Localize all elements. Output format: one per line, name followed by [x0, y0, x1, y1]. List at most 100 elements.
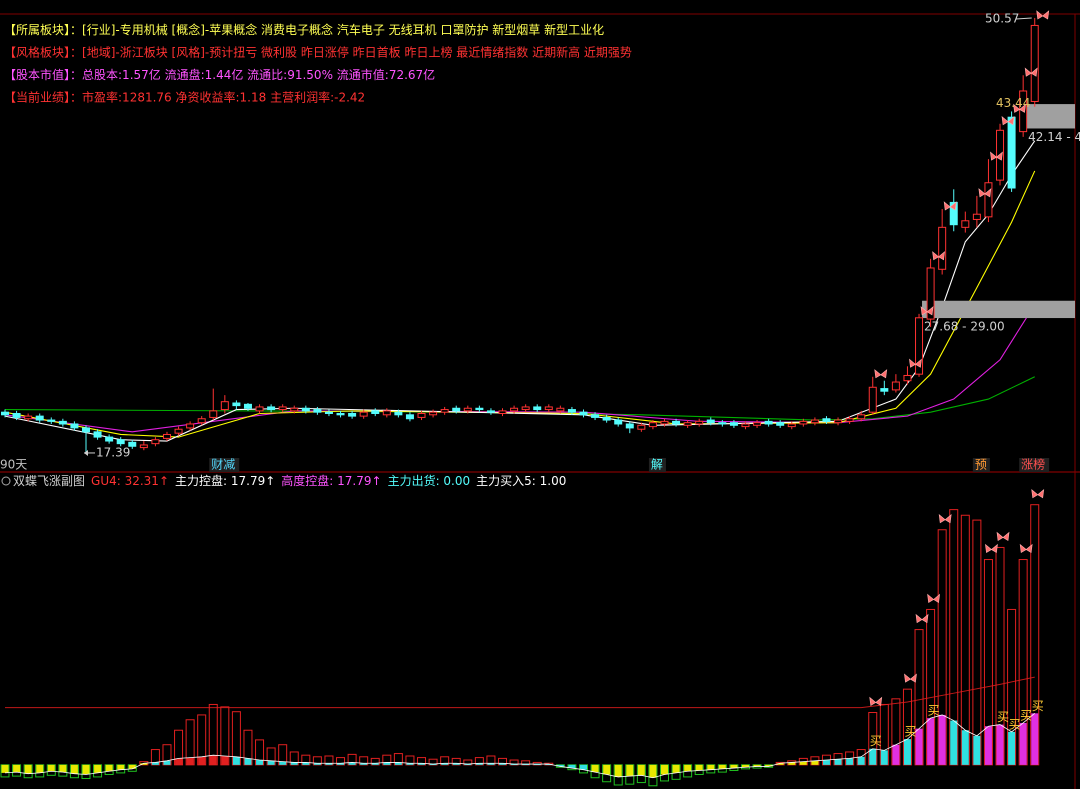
filled-bar [973, 735, 981, 765]
butterfly-wing [1019, 543, 1033, 554]
filled-bar [857, 756, 865, 765]
hollow-bar [1007, 608, 1017, 766]
candle-body [695, 420, 704, 425]
candle-body [440, 409, 449, 413]
filled-bar [24, 764, 32, 774]
filled-bar [175, 758, 183, 765]
butterfly-icon [1001, 116, 1015, 126]
candle-body [614, 419, 623, 425]
info-label: 【所属板块】： [4, 23, 82, 37]
candle-body [984, 182, 993, 218]
candle-body [637, 424, 646, 430]
candle-body [880, 388, 889, 392]
info-line: 【风格板块】：[地域]-浙江板块 [风格]-预计扭亏 微利股 昨日涨停 昨日首板… [4, 44, 632, 59]
candle-body [243, 403, 252, 409]
event-tag: 财减 [211, 458, 235, 472]
butterfly-wing [1024, 67, 1038, 77]
filled-bar [1008, 731, 1016, 765]
buy-signal: 买 [1009, 717, 1021, 731]
candle-body [186, 423, 195, 429]
butterfly-wing [1001, 116, 1015, 126]
filled-bar [499, 763, 507, 765]
filled-bar [672, 764, 680, 773]
filled-bar [822, 760, 830, 765]
filled-bar [637, 764, 645, 776]
filled-bar [753, 764, 761, 767]
buy-signal: 买 [1020, 708, 1032, 722]
filled-bar [522, 764, 530, 766]
candle-body [405, 414, 414, 420]
filled-bar [302, 762, 310, 765]
hollow-bar [775, 761, 785, 766]
filled-bar [151, 762, 159, 765]
butterfly-wing [920, 306, 934, 316]
filled-bar [348, 762, 356, 765]
butterfly-icon [904, 673, 917, 683]
high-label: 50.57 [985, 12, 1019, 26]
filled-bar [730, 764, 738, 769]
butterfly-wing [996, 531, 1010, 541]
candle-body [544, 406, 553, 411]
filled-bar [626, 764, 634, 777]
candle-body [151, 439, 160, 445]
butterfly-wing [904, 673, 917, 683]
filled-bar [880, 750, 888, 765]
buy-signal: 买 [904, 725, 916, 739]
butterfly-icon [915, 613, 929, 624]
filled-bar [684, 764, 692, 772]
butterfly-icon [1031, 488, 1045, 499]
filled-bar [475, 763, 483, 765]
candle-body [915, 317, 924, 375]
filled-bar [464, 764, 472, 766]
candle-body [776, 422, 785, 426]
candle-body [394, 411, 403, 416]
filled-bar [140, 763, 148, 765]
candle-body [278, 406, 287, 411]
candle-body [348, 412, 357, 417]
high-label: 43.44 [996, 96, 1030, 110]
butterfly-icon [978, 188, 992, 198]
butterfly-icon [874, 369, 888, 379]
butterfly-icon [990, 151, 1003, 161]
filled-bar [13, 764, 21, 773]
filled-bar [360, 763, 368, 765]
candle-body [521, 406, 530, 411]
filled-bar [996, 724, 1004, 765]
filled-bar [765, 764, 773, 767]
filled-bar [163, 760, 171, 765]
hollow-bar [266, 747, 276, 766]
butterfly-wing [874, 369, 888, 379]
candle-body [324, 411, 333, 414]
filled-bar [198, 756, 206, 765]
candle-body [903, 374, 912, 382]
candle-body [648, 422, 657, 428]
low-arrow-head [84, 449, 88, 456]
filled-bar [325, 763, 333, 765]
indicator-title: 双蝶飞涨副图 [13, 473, 85, 488]
filled-bar [70, 764, 78, 774]
hollow-bar [255, 739, 265, 766]
filled-bar [545, 764, 553, 766]
candle-body [753, 422, 762, 426]
filled-bar [313, 763, 321, 765]
filled-bar [452, 763, 460, 765]
filled-bar [892, 744, 900, 765]
event-tag: 预 [975, 458, 987, 472]
butterfly-icon [1024, 67, 1038, 77]
candle-body [162, 433, 171, 439]
filled-bar [186, 757, 194, 765]
event-tag: 涨榜 [1021, 457, 1045, 472]
candle-body [336, 412, 345, 416]
filled-bar [487, 763, 495, 765]
indicator-legend: 主力控盘: 17.79↑ [175, 473, 275, 488]
filled-bar [406, 763, 414, 765]
candle-body [972, 213, 981, 220]
candle-body [510, 407, 519, 412]
filled-bar [221, 755, 229, 765]
event-tag-bg [972, 458, 990, 472]
filled-bar [82, 764, 90, 775]
butterfly-wing [1013, 103, 1026, 113]
candle-body [857, 414, 866, 420]
